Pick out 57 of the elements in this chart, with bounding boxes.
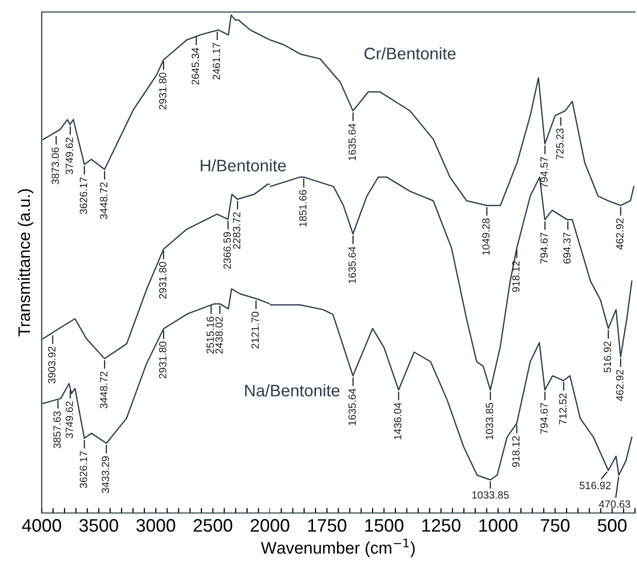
x-tick-label: 3500 xyxy=(79,519,118,532)
annotation: 1436.04 xyxy=(394,402,402,440)
annotation: 3903.92 xyxy=(48,346,56,384)
annotation: 2121.70 xyxy=(251,312,259,348)
annotation: 3626.17 xyxy=(80,177,88,214)
annotation: 3749.62 xyxy=(66,138,74,174)
annotation: 3433.29 xyxy=(102,456,110,494)
annotation: 1851.66 xyxy=(299,190,307,226)
x-tick-label: 4000 xyxy=(22,519,62,532)
annotation: 2283.72 xyxy=(232,212,240,249)
series-label: H/Bentonite xyxy=(200,159,286,172)
annotation: 2438.02 xyxy=(215,316,223,354)
annotation: 712.52 xyxy=(559,394,566,424)
annotation: 2931.80 xyxy=(158,262,166,299)
annotation: 725.23 xyxy=(556,128,564,160)
annotation: 1033.85 xyxy=(472,491,509,499)
annotation: 1033.85 xyxy=(486,402,494,440)
x-tick-label: 1500 xyxy=(365,519,404,532)
annotation: 1635.64 xyxy=(348,388,356,426)
annotation: 3873.06 xyxy=(52,147,59,184)
annotation: 1635.64 xyxy=(348,246,356,284)
annotation: 918.12 xyxy=(512,261,520,292)
annotation: 918.12 xyxy=(512,436,520,467)
annotation: 516.92 xyxy=(580,482,611,490)
annotation: 2931.80 xyxy=(158,72,166,110)
annotation: 1049.28 xyxy=(482,218,490,255)
annotation: 2931.80 xyxy=(158,342,166,378)
x-tick-label: 1250 xyxy=(422,519,460,532)
annotation: 3448.72 xyxy=(100,182,108,220)
x-tick-label: 2500 xyxy=(194,519,232,532)
x-tick-label: 1000 xyxy=(479,519,518,532)
annotation: 794.67 xyxy=(540,403,548,434)
series-label: Na/Bentonite xyxy=(245,384,340,396)
annotation: 1635.64 xyxy=(348,124,356,160)
annotation: 3857.63 xyxy=(53,411,61,448)
x-tick-label: 2000 xyxy=(250,519,290,532)
annotation: 2515.16 xyxy=(206,316,214,354)
series-label: Cr/Bentonite xyxy=(364,47,456,60)
annotation: 2366.59 xyxy=(223,232,231,269)
annotation: 794.57 xyxy=(540,156,548,188)
annotation: 694.37 xyxy=(563,232,571,264)
annotation: 3626.17 xyxy=(80,451,88,488)
annotation: 462.92 xyxy=(616,370,624,401)
annotation: 462.92 xyxy=(616,218,624,250)
annotation: 794.67 xyxy=(540,232,548,264)
annotation: 3448.72 xyxy=(100,372,108,408)
x-tick-label: 750 xyxy=(540,519,570,532)
annotation: 516.92 xyxy=(604,342,612,372)
x-axis-title: Wavenumber (cm$^{−1}$) xyxy=(260,538,415,558)
x-tick-label: 3000 xyxy=(136,519,176,532)
annotation: 2461.17 xyxy=(212,42,220,80)
x-tick-label: 500 xyxy=(598,519,627,532)
annotation: 3749.62 xyxy=(66,402,74,438)
annotation: 470.63 xyxy=(599,500,630,508)
y-axis-title: Transmittance (a.u.) xyxy=(18,189,34,336)
x-tick-label: 1750 xyxy=(308,519,346,532)
annotation: 2645.34 xyxy=(192,48,200,85)
